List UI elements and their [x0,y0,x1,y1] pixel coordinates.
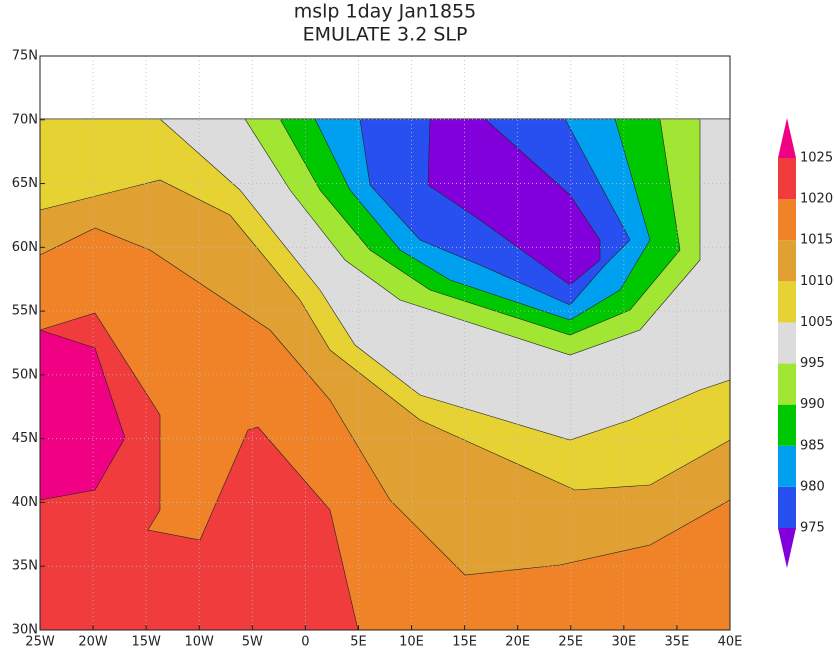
x-tick-label: 25W [25,635,55,650]
y-tick-label: 55N [12,304,38,319]
y-tick-label: 50N [12,367,38,382]
y-tick-label: 75N [12,49,38,64]
colorbar-segment [778,363,796,405]
colorbar-segment [778,240,796,282]
plot-frame [39,55,731,631]
x-tick-label: 10E [399,635,424,650]
x-tick-label: 5E [350,635,367,650]
colorbar-segment [778,158,796,200]
colorbar-segment [778,486,796,528]
y-tick-label: 60N [12,240,38,255]
colorbar-label: 1020 [800,192,833,207]
x-tick-label: 10W [185,635,215,650]
chart-subtitle: EMULATE 3.2 SLP [303,24,468,46]
x-tick-label: 40E [718,635,743,650]
colorbar-segment [778,404,796,446]
x-tick-label: 25E [558,635,583,650]
colorbar-low-arrow [778,528,796,568]
pressure-region [427,118,601,286]
x-tick-label: 15E [452,635,477,650]
x-tick-label: 20E [505,635,530,650]
y-tick-label: 65N [12,176,38,191]
chart-title: mslp 1day Jan1855 [294,1,477,23]
colorbar-label: 1015 [800,233,833,248]
colorbar-segment [778,445,796,487]
colorbar-segment [778,322,796,364]
colorbar-label: 985 [800,438,825,453]
y-tick-label: 45N [12,431,38,446]
colorbar-label: 975 [800,521,825,536]
y-tick-label: 40N [12,495,38,510]
colorbar-segment [778,281,796,323]
x-tick-label: 15W [131,635,161,650]
x-tick-label: 0 [301,635,309,650]
x-tick-label: 35E [665,635,690,650]
colorbar-label: 1025 [800,151,833,166]
colorbar-label: 980 [800,479,825,494]
x-tick-label: 20W [78,635,108,650]
colorbar-label: 1010 [800,274,833,289]
colorbar-label: 1005 [800,315,833,330]
y-tick-label: 30N [12,623,38,638]
y-tick-label: 70N [12,112,38,127]
colorbar-high-arrow [778,118,796,158]
x-tick-label: 5W [242,635,263,650]
colorbar-label: 995 [800,356,825,371]
y-tick-label: 35N [12,559,38,574]
colorbar-segment [778,199,796,241]
colorbar-label: 990 [800,397,825,412]
x-tick-label: 30E [611,635,636,650]
